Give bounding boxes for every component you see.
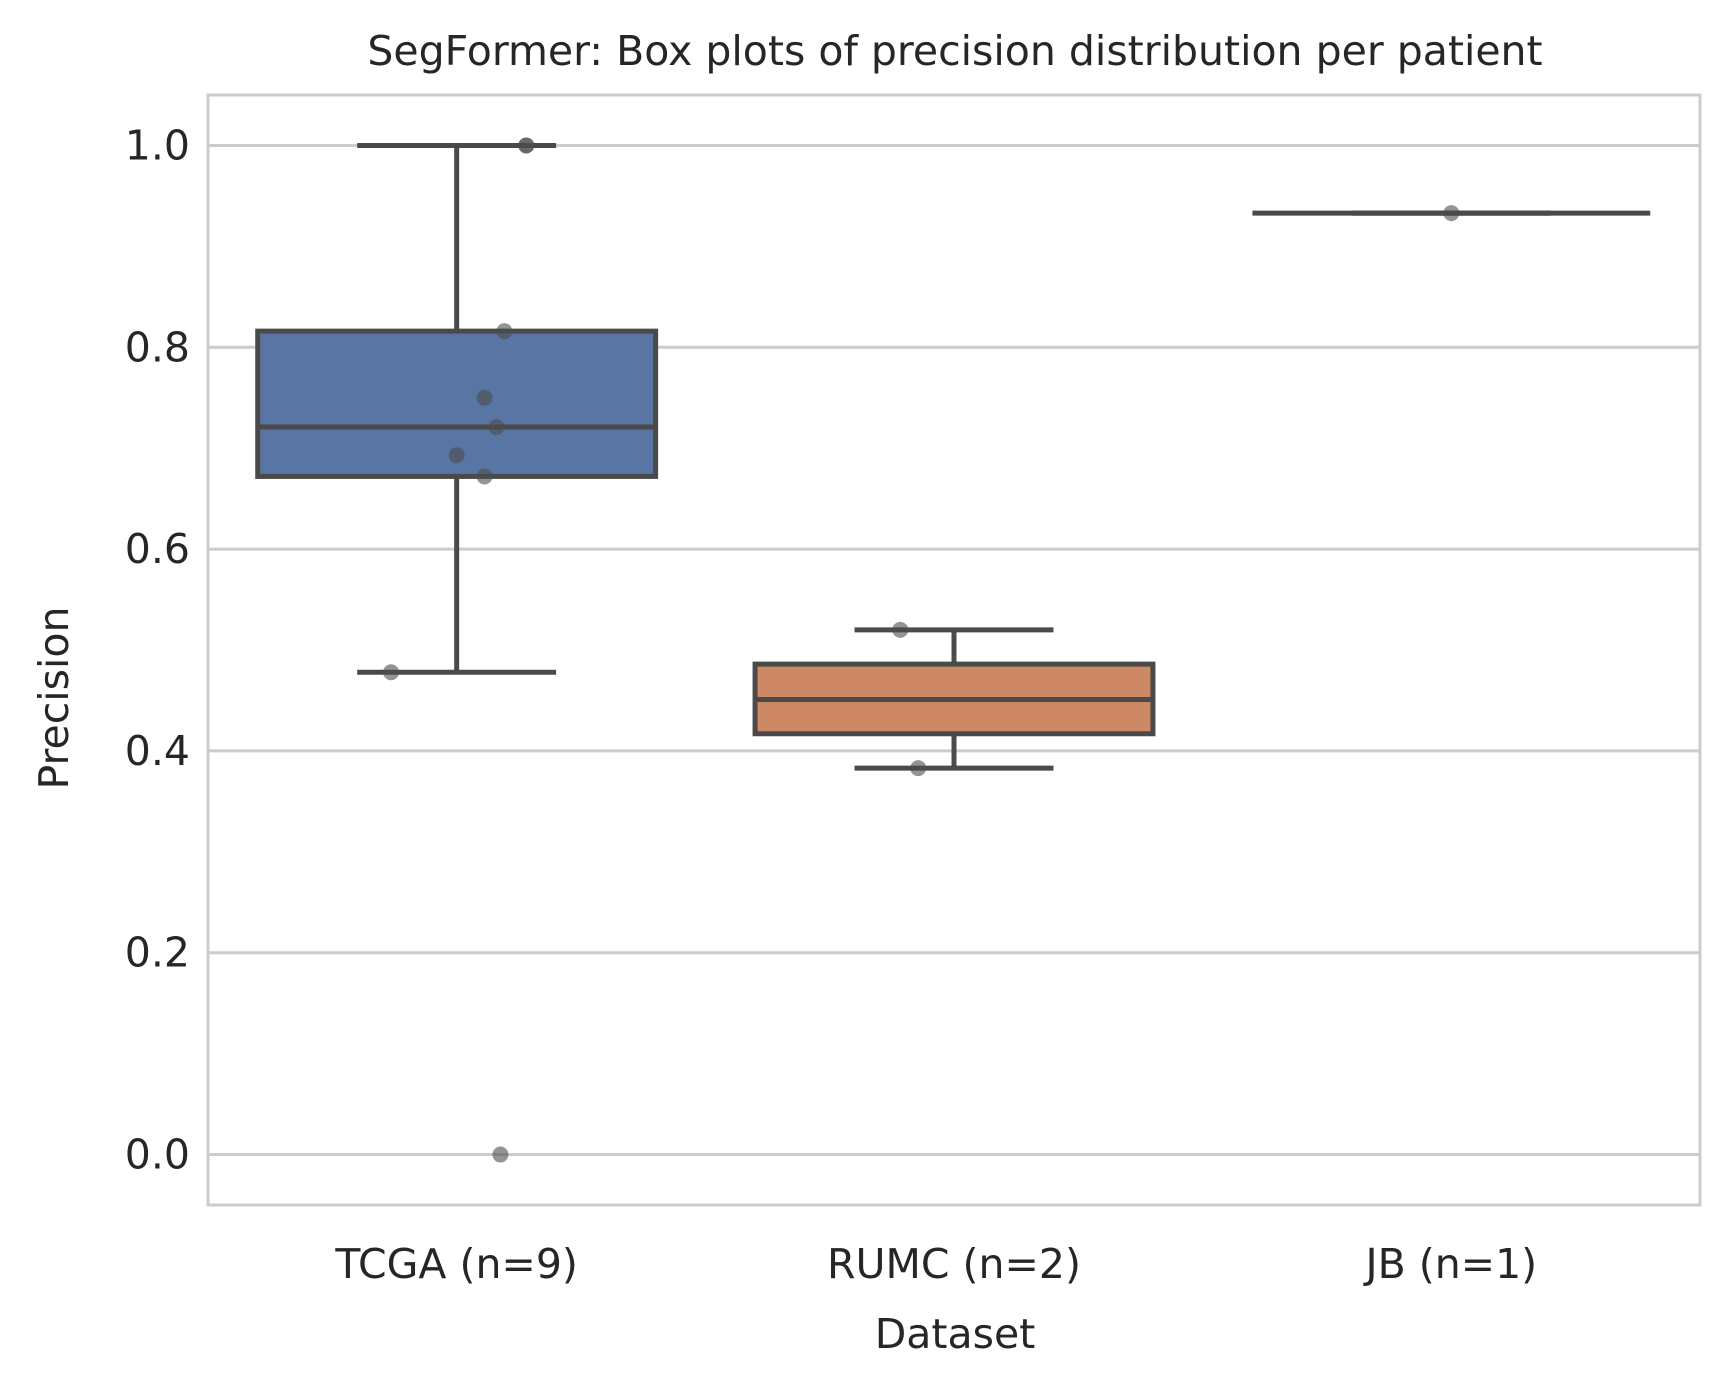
y-axis-ticks: 0.0 0.2 0.4 0.6 0.8 1.0 — [125, 121, 190, 1178]
y-axis-label: Precision — [30, 607, 78, 790]
y-tick-label: 0.4 — [125, 727, 190, 775]
data-point — [492, 1146, 509, 1163]
plot-frame — [206, 93, 1702, 1207]
data-point — [910, 760, 927, 777]
y-tick-label: 0.0 — [125, 1131, 190, 1179]
data-point — [892, 621, 909, 638]
data-point — [1443, 205, 1460, 222]
x-tick-label: TCGA (n=9) — [334, 1240, 578, 1288]
data-point — [496, 323, 513, 340]
box-plots — [255, 142, 1651, 771]
strip-points — [383, 137, 1460, 1163]
y-tick-label: 0.8 — [125, 323, 190, 371]
data-point — [488, 418, 505, 435]
y-tick-label: 0.6 — [125, 525, 190, 573]
y-tick-label: 1.0 — [125, 121, 190, 169]
data-point — [476, 389, 493, 406]
x-axis-label: Dataset — [875, 1310, 1036, 1358]
data-point — [448, 447, 465, 464]
y-tick-label: 0.2 — [125, 929, 190, 977]
chart-title: SegFormer: Box plots of precision distri… — [367, 27, 1542, 75]
x-axis-ticks: TCGA (n=9) RUMC (n=2) JB (n=1) — [334, 1240, 1537, 1288]
x-tick-label: RUMC (n=2) — [827, 1240, 1081, 1288]
box-1 — [752, 627, 1156, 771]
data-point — [383, 664, 400, 681]
data-point — [476, 468, 493, 485]
box-0 — [255, 142, 659, 675]
data-point — [518, 137, 535, 154]
x-tick-label: JB (n=1) — [1362, 1240, 1537, 1288]
